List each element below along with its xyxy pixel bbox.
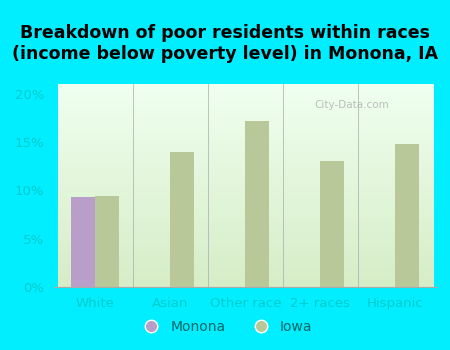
Bar [71, 197, 95, 287]
Bar [245, 121, 269, 287]
Bar [170, 152, 194, 287]
Text: Breakdown of poor residents within races
(income below poverty level) in Monona,: Breakdown of poor residents within races… [12, 24, 438, 63]
Legend: Monona, Iowa: Monona, Iowa [132, 314, 318, 340]
Bar [395, 144, 419, 287]
Bar [320, 161, 344, 287]
Text: City-Data.com: City-Data.com [314, 100, 389, 110]
Bar [95, 196, 119, 287]
